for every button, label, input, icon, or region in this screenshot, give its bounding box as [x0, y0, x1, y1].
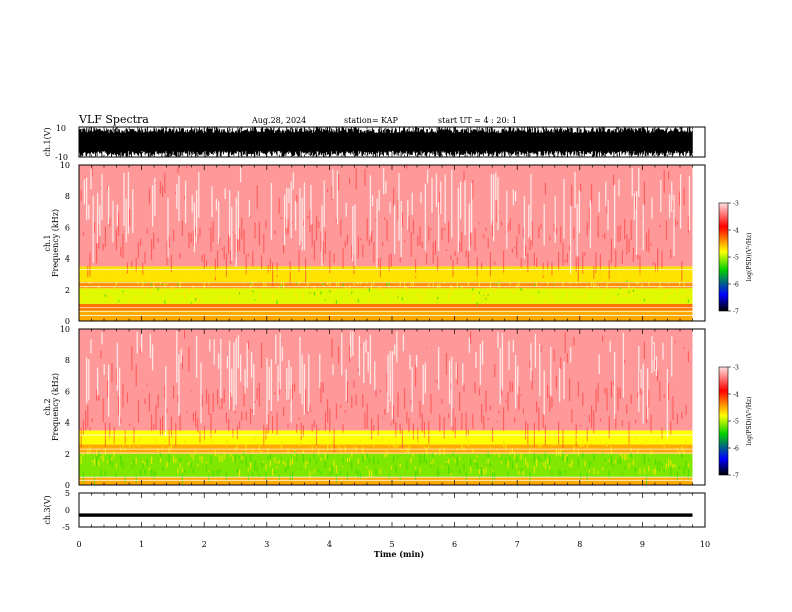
colorbar-tick-label: -6 — [733, 282, 739, 289]
x-axis-label: Time (min) — [374, 549, 424, 559]
ch2-spectrogram-ylabel-frequency: Frequency (kHz) — [51, 373, 60, 441]
ch1-ytick-top: 10 — [56, 124, 66, 133]
x-axis-ticks — [78, 127, 706, 157]
ch3-waveform-panel: 5 0 -5 ch.3(V) — [43, 489, 706, 532]
colorbar-tick-label: -4 — [733, 228, 739, 235]
colorbar-tick-label: -7 — [733, 309, 739, 316]
x-tick-label: 10 — [700, 540, 710, 549]
ch1-spectrogram-image — [78, 165, 693, 321]
start-time-label: start UT = 4 : 20: 1 — [438, 116, 517, 125]
spectrogram-green-band — [89, 280, 689, 306]
ch3-waveform-line — [79, 513, 693, 517]
spectrogram-gaps — [83, 167, 691, 274]
colorbar-tick-label: -4 — [733, 392, 739, 399]
x-tick-label: 8 — [577, 540, 582, 549]
x-tick-label: 1 — [139, 540, 144, 549]
y-tick-label: 10 — [60, 325, 70, 334]
colorbar-tick-label: -3 — [733, 201, 739, 208]
y-tick-label: 6 — [65, 387, 70, 396]
colorbar-tick-label: -5 — [733, 419, 739, 426]
colorbar-tick-label: -3 — [733, 365, 739, 372]
ch3-waveform-frame — [78, 492, 706, 528]
ch1-waveform-ylabel: ch.1(V) — [43, 127, 52, 156]
x-axis-ticks — [78, 165, 706, 321]
station-label: station= KAP — [344, 116, 399, 125]
spectrogram-band — [79, 165, 693, 267]
ch1-colorbar-label: log(PSD)(V²/Hz) — [746, 233, 753, 282]
y-tick-label: 8 — [65, 356, 70, 365]
y-tick-label: 0 — [65, 317, 70, 326]
ch1-waveform-line — [79, 127, 693, 157]
spectrogram-band — [79, 282, 693, 289]
x-tick-label: 2 — [202, 540, 207, 549]
date-label: Aug.28, 2024 — [251, 116, 306, 125]
y-tick-label: 8 — [65, 192, 70, 201]
ch1-waveform-panel: 10 -10 ch.1(V) — [43, 124, 706, 162]
ch3-waveform-ylabel: ch.3(V) — [43, 495, 52, 524]
x-axis-tick-labels: 0 1 2 3 4 5 6 7 8 9 10 — [76, 540, 710, 549]
x-tick-label: 3 — [264, 540, 269, 549]
y-tick-label: 4 — [65, 419, 70, 428]
spectrogram-band — [79, 329, 693, 431]
y-tick-label: 2 — [65, 286, 70, 295]
ch1-ytick-bottom: -10 — [55, 153, 68, 162]
ch1-spectrogram-panel: 0 2 4 6 8 10 ch.1 Frequency (kHz) — [43, 161, 706, 326]
ch1-spectrogram-ylabel-channel: ch.1 — [43, 234, 52, 251]
x-tick-label: 4 — [327, 540, 332, 549]
y-tick-label: 0 — [65, 481, 70, 490]
ch3-waveform-trace — [79, 513, 693, 517]
spectrogram-band — [79, 453, 693, 478]
y-tick-label: 6 — [65, 223, 70, 232]
ch2-colorbar-label: log(PSD)(V²/Hz) — [746, 397, 753, 446]
x-axis-ticks — [78, 493, 706, 527]
x-axis-ticks — [78, 329, 706, 485]
ch2-spectrogram-image — [78, 329, 693, 485]
y-tick-label: 5 — [65, 489, 70, 498]
ch2-colorbar: -3 -4 -5 -6 -7 log(PSD)(V²/Hz) — [718, 365, 753, 480]
y-tick-label: 4 — [65, 255, 70, 264]
y-tick-label: -5 — [62, 523, 70, 532]
x-tick-label: 7 — [515, 540, 520, 549]
colorbar-tick-label: -7 — [733, 473, 739, 480]
ch2-spectrogram-panel: 0 2 4 6 8 10 ch.2 Frequency (kHz) — [43, 325, 706, 490]
spectrogram-band — [79, 266, 693, 282]
ch1-spectrogram-ylabel-frequency: Frequency (kHz) — [51, 209, 60, 277]
colorbar-tick-label: -5 — [733, 255, 739, 262]
spectrogram-gaps — [85, 331, 673, 439]
x-tick-label: 6 — [452, 540, 457, 549]
ch2-spectrogram-ylabel-channel: ch.2 — [43, 398, 52, 415]
x-tick-label: 0 — [76, 540, 81, 549]
y-tick-label: 10 — [60, 161, 70, 170]
y-tick-label: 2 — [65, 450, 70, 459]
y-tick-label: 0 — [65, 506, 70, 515]
figure-title: VLF Spectra — [78, 113, 149, 126]
ch2-colorbar-gradient — [718, 366, 729, 476]
colorbar-tick-label: -6 — [733, 446, 739, 453]
ch1-colorbar-gradient — [718, 202, 729, 312]
x-tick-label: 5 — [389, 540, 394, 549]
x-tick-label: 9 — [640, 540, 645, 549]
ch1-waveform-trace — [79, 127, 693, 157]
spectrogram-band — [79, 430, 693, 445]
spectrogram-band — [79, 477, 693, 485]
spectrogram-band — [79, 303, 693, 311]
ch1-colorbar: -3 -4 -5 -6 -7 log(PSD)(V²/Hz) — [718, 201, 753, 316]
